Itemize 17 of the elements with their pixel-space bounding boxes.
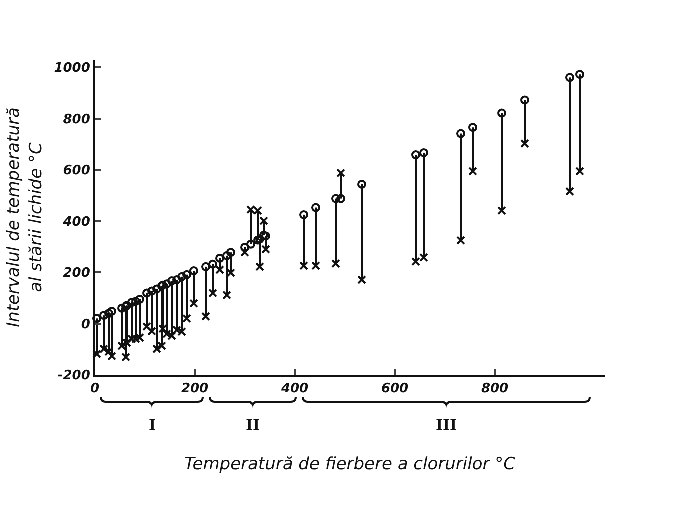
x-tick-label: 600 (381, 382, 409, 397)
x-tick-label: 800 (481, 382, 509, 397)
y-tick-label: 200 (63, 266, 90, 282)
y-tick-label: 1000 (54, 61, 90, 76)
y-tick-label: 600 (63, 164, 90, 179)
x-tick-label: 200 (181, 382, 209, 397)
y-tick-label: -200 (58, 368, 90, 384)
x-tick-label: 0 (90, 382, 100, 397)
x-axis-title: Temperatură de fierbere a clorurilor °C (184, 454, 516, 474)
y-axis-title: Intervalul de temperatură al stării lichide °C (4, 108, 46, 328)
y-tick-label: 0 (81, 317, 90, 332)
y-tick-label: 800 (63, 112, 90, 128)
text: II (246, 416, 260, 434)
y-tick-label: 400 (62, 214, 90, 230)
x-tick-label: 400 (280, 382, 309, 397)
text: III (436, 416, 458, 434)
text: I (149, 416, 156, 434)
